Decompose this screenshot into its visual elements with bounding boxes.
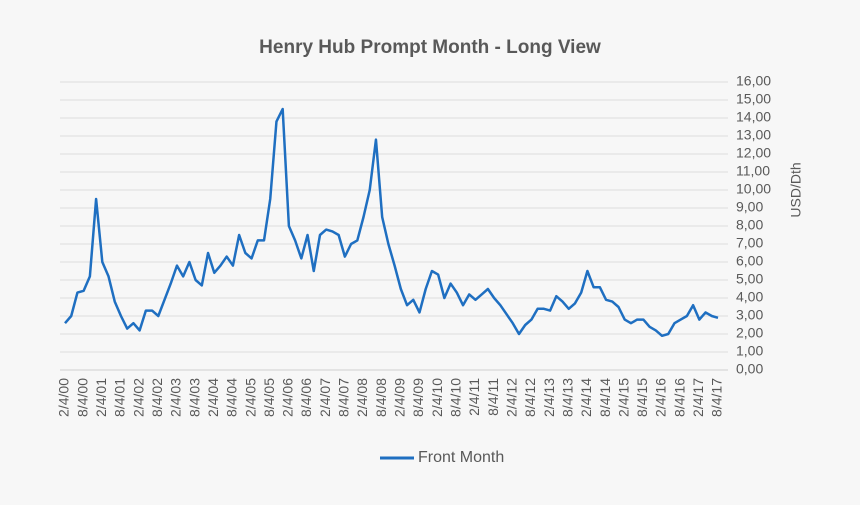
x-tick-label: 2/4/16 [653,378,669,417]
y-tick-label: 12,00 [736,145,771,161]
x-tick-label: 2/4/00 [56,378,72,417]
x-tick-label: 8/4/11 [485,378,501,416]
y-tick-label: 13,00 [736,127,771,143]
y-tick-label: 1,00 [736,343,763,359]
legend-label: Front Month [418,449,504,466]
y-tick-label: 8,00 [736,217,763,233]
x-tick-label: 2/4/01 [93,378,109,417]
x-tick-label: 2/4/17 [690,378,706,417]
x-tick-label: 2/4/04 [205,378,221,417]
y-tick-label: 11,00 [736,163,770,179]
line-series [64,107,719,338]
x-tick-label: 8/4/17 [709,378,725,417]
x-tick-label: 2/4/14 [578,378,594,417]
x-tick-label: 2/4/03 [168,378,184,417]
x-tick-label: 8/4/03 [186,378,202,417]
x-tick-label: 2/4/11 [466,378,482,416]
x-tick-label: 2/4/07 [317,378,333,417]
x-tick-label: 2/4/12 [503,378,519,417]
y-tick-label: 4,00 [736,289,763,305]
y-tick-label: 5,00 [736,271,763,287]
y-axis-label: USD/Dth [788,162,804,217]
x-tick-label: 2/4/09 [392,378,408,417]
y-tick-label: 7,00 [736,235,763,251]
chart-title: Henry Hub Prompt Month - Long View [259,37,601,58]
x-tick-label: 8/4/14 [597,378,613,417]
x-tick-label: 2/4/05 [242,378,258,417]
x-tick-label: 8/4/10 [448,378,464,417]
x-tick-label: 8/4/13 [559,378,575,417]
y-tick-label: 9,00 [736,199,763,215]
y-tick-label: 2,00 [736,325,763,341]
x-tick-label: 8/4/06 [298,378,314,417]
y-tick-label: 6,00 [736,253,763,269]
x-tick-label: 8/4/08 [373,378,389,417]
y-tick-label: 10,00 [736,181,771,197]
x-tick-label: 8/4/16 [671,378,687,417]
y-tick-label: 14,00 [736,109,771,125]
y-tick-label: 15,00 [736,91,771,107]
y-tick-label: 0,00 [736,361,763,377]
x-tick-label: 8/4/01 [112,378,128,417]
y-tick-label: 16,00 [736,73,771,89]
x-tick-label: 2/4/15 [615,378,631,417]
x-tick-label: 8/4/04 [224,378,240,417]
x-tick-label: 8/4/15 [634,378,650,417]
x-tick-label: 8/4/09 [410,378,426,417]
x-tick-label: 8/4/02 [149,378,165,417]
x-tick-label: 2/4/10 [429,378,445,417]
x-tick-label: 8/4/07 [336,378,352,417]
y-tick-label: 3,00 [736,307,763,323]
x-tick-label: 2/4/06 [280,378,296,417]
x-tick-label: 2/4/08 [354,378,370,417]
x-tick-label: 2/4/13 [541,378,557,417]
x-tick-label: 2/4/02 [130,378,146,417]
x-tick-label: 8/4/12 [522,378,538,417]
x-tick-label: 8/4/05 [261,378,277,417]
x-tick-label: 8/4/00 [74,378,90,417]
